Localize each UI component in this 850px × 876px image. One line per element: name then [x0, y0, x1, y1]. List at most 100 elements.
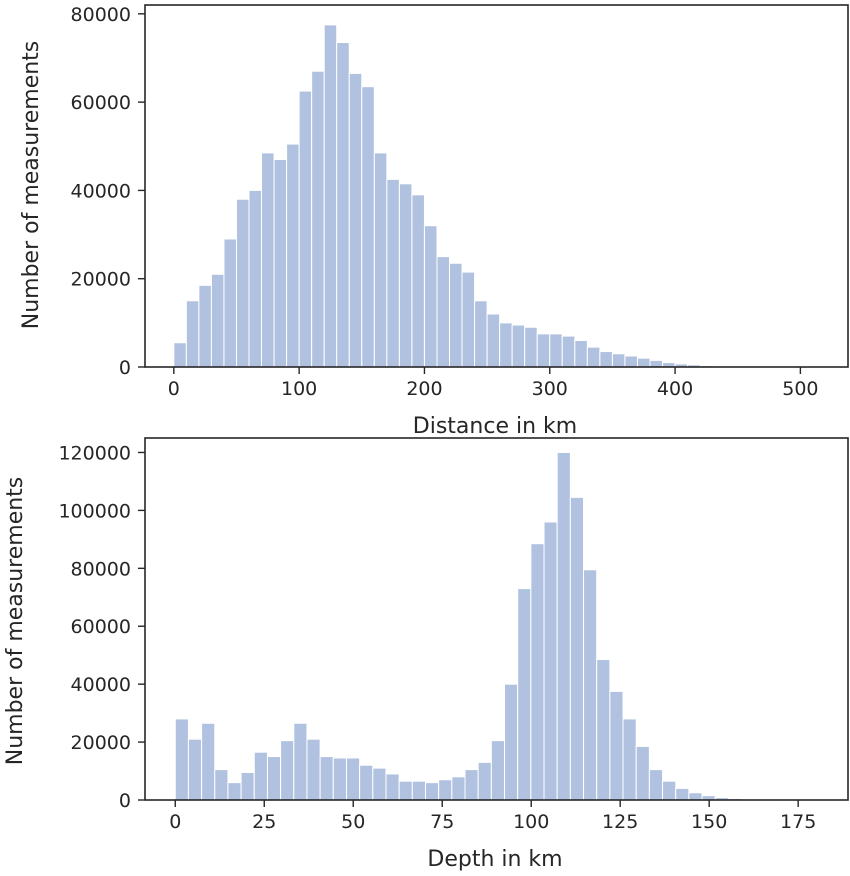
depth-bar [622, 718, 637, 801]
depth-ytick-label: 120000 [58, 442, 131, 464]
distance-bar [386, 178, 400, 368]
distance-bar [348, 72, 363, 368]
distance-bar [298, 90, 313, 368]
distance-xtick-label: 0 [168, 378, 180, 400]
depth-xtick-label: 150 [691, 811, 727, 833]
distance-bar [586, 346, 601, 368]
depth-bar [424, 782, 440, 801]
distance-bar [185, 300, 200, 368]
depth-bar [556, 451, 571, 801]
distance-bar [599, 351, 613, 368]
distance-bar [273, 159, 288, 368]
depth-bar [345, 757, 361, 801]
distance-bar [461, 271, 476, 368]
depth-xtick-label: 50 [341, 811, 365, 833]
distance-bar [511, 324, 526, 368]
distance-bar [261, 152, 275, 368]
distance-bar [549, 333, 563, 368]
depth-bar [688, 792, 703, 801]
depth-ytick-label: 20000 [71, 732, 131, 754]
depth-bar [543, 521, 558, 801]
distance-bar [223, 238, 237, 368]
depth-bars [174, 451, 835, 801]
depth-xtick-label: 25 [252, 811, 276, 833]
distance-bar [210, 273, 225, 368]
depth-histogram-panel: Number of measurements Depth in km 0 25 50… [3, 437, 849, 872]
distance-bar [373, 152, 388, 368]
distance-xtick-label: 100 [281, 378, 317, 400]
depth-bar [504, 683, 519, 801]
distance-ytick-label: 0 [119, 357, 131, 379]
depth-bar [569, 496, 585, 801]
distance-ylabel: Number of measurements [19, 41, 44, 330]
distance-bar [536, 333, 551, 368]
distance-bar [524, 326, 538, 368]
distance-bar [173, 342, 187, 368]
depth-ytick-label: 100000 [58, 500, 131, 522]
depth-bar [596, 659, 611, 801]
distance-bar [248, 189, 263, 368]
depth-bar [359, 764, 374, 801]
depth-bar [675, 787, 690, 801]
depth-bar [280, 740, 295, 801]
depth-bar [398, 780, 413, 801]
depth-bar [438, 779, 453, 801]
depth-plot-frame [144, 437, 849, 801]
distance-bar [499, 322, 513, 368]
depth-bar [253, 751, 268, 801]
distance-bar [311, 70, 325, 368]
distance-ytick-label: 80000 [71, 4, 131, 26]
distance-bar [574, 340, 588, 368]
depth-xtick-label: 100 [513, 811, 549, 833]
depth-bar [319, 756, 334, 801]
depth-ytick-label: 80000 [71, 558, 131, 580]
depth-bar [174, 718, 189, 801]
depth-bar [490, 740, 506, 801]
distance-xtick-label: 300 [532, 378, 568, 400]
depth-bar [517, 588, 532, 801]
distance-bar [486, 313, 501, 368]
distance-bar [611, 353, 626, 368]
depth-bar [266, 756, 282, 801]
depth-bar [530, 543, 545, 801]
depth-bar [306, 738, 321, 801]
depth-bar [635, 745, 650, 801]
depth-bar [201, 722, 216, 801]
distance-bar [636, 357, 651, 368]
depth-bar [609, 690, 624, 801]
distance-bar [624, 355, 638, 368]
distance-histogram-panel: Number of measurements Distance in km 0 1… [19, 4, 849, 439]
depth-ytick-label: 0 [119, 790, 131, 812]
depth-bar [385, 773, 400, 801]
depth-xtick-label: 175 [780, 811, 816, 833]
depth-xtick-label: 0 [169, 811, 181, 833]
distance-bar [235, 198, 250, 368]
depth-bar [372, 767, 387, 801]
distance-bar [474, 300, 488, 368]
distance-xlabel: Distance in km [413, 414, 577, 439]
depth-ytick-label: 40000 [71, 674, 131, 696]
depth-xtick-label: 75 [430, 811, 454, 833]
depth-bar [227, 782, 242, 801]
distance-xtick-label: 400 [657, 378, 693, 400]
distance-ytick-label: 60000 [71, 92, 131, 114]
depth-bar [464, 769, 479, 801]
depth-bar [240, 771, 255, 801]
depth-bar [662, 780, 677, 801]
distance-bar [198, 284, 212, 368]
depth-ytick-label: 60000 [71, 616, 131, 638]
distance-bar [286, 143, 300, 368]
distance-bar [411, 194, 425, 368]
depth-bar [214, 769, 229, 801]
depth-xtick-label: 125 [602, 811, 638, 833]
distance-bar [361, 86, 375, 368]
distance-ytick-label: 20000 [71, 269, 131, 291]
depth-bar [293, 722, 308, 801]
depth-xlabel: Depth in km [427, 847, 562, 872]
depth-bar [451, 776, 466, 801]
distance-ytick-label: 40000 [71, 180, 131, 202]
distance-bar [398, 183, 413, 368]
depth-bar [648, 769, 664, 801]
distance-bar [449, 262, 463, 368]
